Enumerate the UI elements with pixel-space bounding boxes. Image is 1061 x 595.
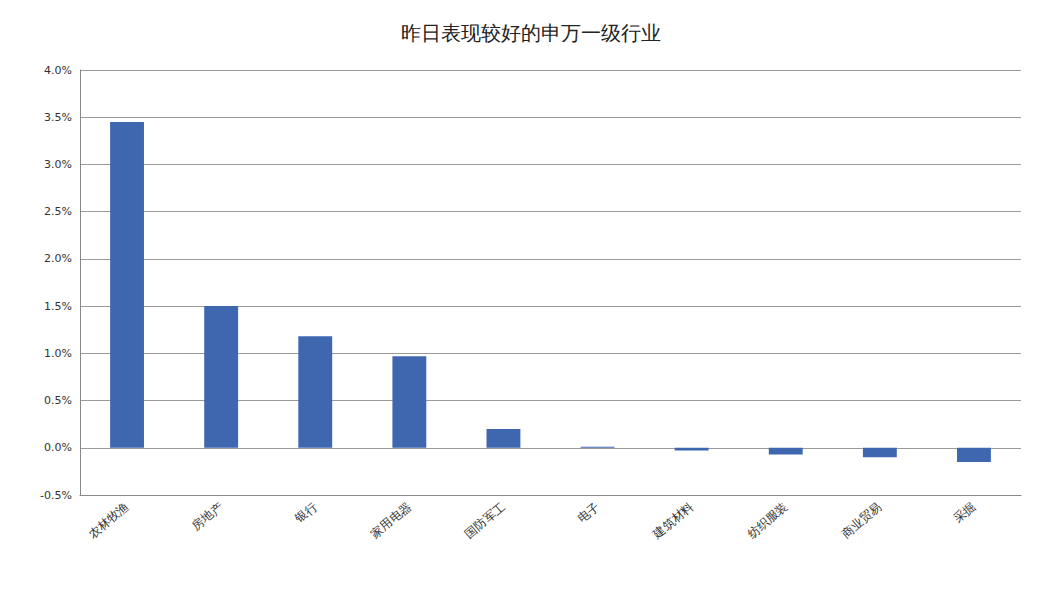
svg-text:0.0%: 0.0%: [44, 441, 72, 454]
svg-text:3.5%: 3.5%: [44, 111, 72, 124]
svg-text:国防军工: 国防军工: [462, 500, 508, 542]
svg-text:昨日表现较好的申万一级行业: 昨日表现较好的申万一级行业: [401, 21, 661, 45]
svg-text:2.0%: 2.0%: [44, 252, 72, 265]
svg-text:3.0%: 3.0%: [44, 158, 72, 171]
svg-text:-0.5%: -0.5%: [40, 489, 72, 502]
svg-text:4.0%: 4.0%: [44, 64, 72, 77]
svg-text:1.0%: 1.0%: [44, 347, 72, 360]
svg-text:银行: 银行: [292, 500, 320, 527]
svg-text:房地产: 房地产: [189, 500, 226, 534]
svg-text:1.5%: 1.5%: [44, 300, 72, 313]
svg-text:电子: 电子: [575, 500, 602, 526]
svg-text:农林牧渔: 农林牧渔: [86, 500, 132, 542]
svg-text:家用电器: 家用电器: [368, 500, 414, 542]
svg-text:采掘: 采掘: [951, 500, 978, 526]
svg-text:商业贸易: 商业贸易: [839, 500, 885, 542]
svg-text:建筑材料: 建筑材料: [650, 500, 697, 542]
svg-text:0.5%: 0.5%: [44, 394, 72, 407]
svg-text:2.5%: 2.5%: [44, 205, 72, 218]
svg-text:纺织服装: 纺织服装: [744, 500, 790, 542]
